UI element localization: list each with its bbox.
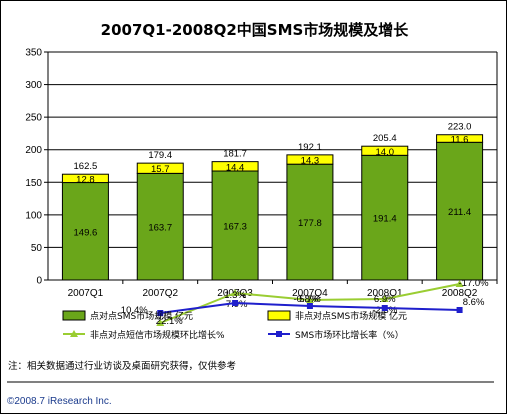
legend-label-non-p2p-growth: 非点对点短信市场规模环比增长%: [90, 329, 225, 341]
sms-growth-label: 8.6%: [463, 297, 485, 308]
data-label-total: 181.7: [223, 149, 247, 160]
bar-p2p: [286, 163, 334, 281]
non-p2p-growth-marker: [156, 319, 165, 326]
bar-p2p: [61, 182, 109, 281]
y-tick-label: 250: [25, 113, 42, 124]
legend-marker-sms-growth: [276, 331, 282, 337]
x-tick-label: 2007Q4: [292, 288, 328, 299]
y-tick-label: 150: [25, 178, 42, 189]
x-tick-label: 2007Q1: [68, 288, 104, 299]
copyright: ©2008.7 iResearch Inc.: [7, 396, 112, 407]
data-label-p2p: 163.7: [148, 223, 172, 234]
bar-non-p2p: [61, 173, 109, 184]
legend-marker-non-p2p-growth: [70, 330, 78, 337]
bar-non-p2p: [286, 154, 334, 165]
data-label-p2p: 177.8: [298, 218, 322, 229]
non-p2p-growth-marker: [231, 289, 240, 296]
data-label-p2p: 149.6: [74, 227, 98, 238]
sms-growth-marker: [381, 305, 388, 311]
data-label-total: 179.4: [148, 150, 172, 161]
sms-growth-label: 5.7%: [299, 294, 321, 305]
legend-swatch-non-p2p: [267, 310, 291, 321]
bar-non-p2p: [136, 162, 184, 174]
bar-p2p: [211, 170, 259, 281]
legend-label-p2p: 点对点SMS市场规模 亿元: [90, 310, 193, 322]
non-p2p-growth-label: 22.1%: [156, 316, 183, 327]
non-p2p-growth-label: -17.0%: [459, 278, 490, 289]
bar-non-p2p: [361, 145, 409, 156]
non-p2p-growth-label: -0.8%: [294, 294, 319, 305]
bar-p2p: [361, 154, 409, 281]
sms-growth-marker: [306, 303, 313, 309]
data-label-p2p: 167.3: [223, 222, 247, 233]
data-label-total: 192.1: [298, 142, 322, 153]
y-tick-label: 350: [25, 48, 42, 59]
non-p2p-growth-marker: [380, 295, 389, 302]
data-label-p2p: 191.4: [373, 214, 397, 225]
bar-non-p2p: [211, 161, 259, 172]
divider: [7, 381, 494, 383]
data-label-non-p2p: 11.6: [451, 135, 469, 146]
data-label-total: 223.0: [448, 122, 472, 133]
x-tick-label: 2008Q1: [367, 288, 403, 299]
data-label-non-p2p: 14.3: [301, 156, 320, 167]
data-label-non-p2p: 12.8: [76, 174, 95, 185]
non-p2p-growth-marker: [305, 296, 314, 303]
sms-growth-label: 1.3%: [224, 290, 246, 301]
sms-growth-marker: [456, 307, 463, 313]
sms-growth-label: 10.4%: [121, 305, 148, 316]
legend-label-sms-growth: SMS市场环比增长率（%）: [295, 329, 404, 341]
y-tick-label: 0: [36, 276, 42, 287]
sms-growth-label: 6.9%: [374, 294, 396, 305]
legend-label-non-p2p: 非点对点SMS市场规模 亿元: [295, 310, 407, 322]
y-tick-label: 200: [25, 145, 42, 156]
y-tick-label: 50: [31, 243, 43, 254]
non-p2p-growth-marker: [455, 280, 464, 287]
bar-non-p2p: [436, 134, 484, 143]
y-tick-label: 100: [25, 210, 42, 221]
data-label-p2p: 211.4: [448, 207, 471, 218]
data-label-total: 205.4: [373, 133, 397, 144]
footnote: 注：相关数据通过行业访谈及桌面研究获得，仅供参考: [8, 361, 237, 372]
bar-p2p: [436, 141, 484, 281]
data-label-non-p2p: 14.0: [376, 147, 395, 158]
sms-growth-marker: [232, 300, 239, 306]
data-label-non-p2p: 14.4: [226, 162, 245, 173]
chart-title: 2007Q1-2008Q2中国SMS市场规模及增长: [100, 21, 409, 39]
x-tick-label: 2008Q2: [442, 288, 478, 299]
y-tick-label: 300: [25, 80, 42, 91]
data-label-total: 162.5: [74, 161, 98, 172]
data-label-non-p2p: 15.7: [151, 164, 170, 175]
sms-growth-marker: [157, 310, 164, 316]
legend-swatch-p2p: [62, 310, 86, 321]
x-tick-label: 2007Q2: [142, 288, 178, 299]
